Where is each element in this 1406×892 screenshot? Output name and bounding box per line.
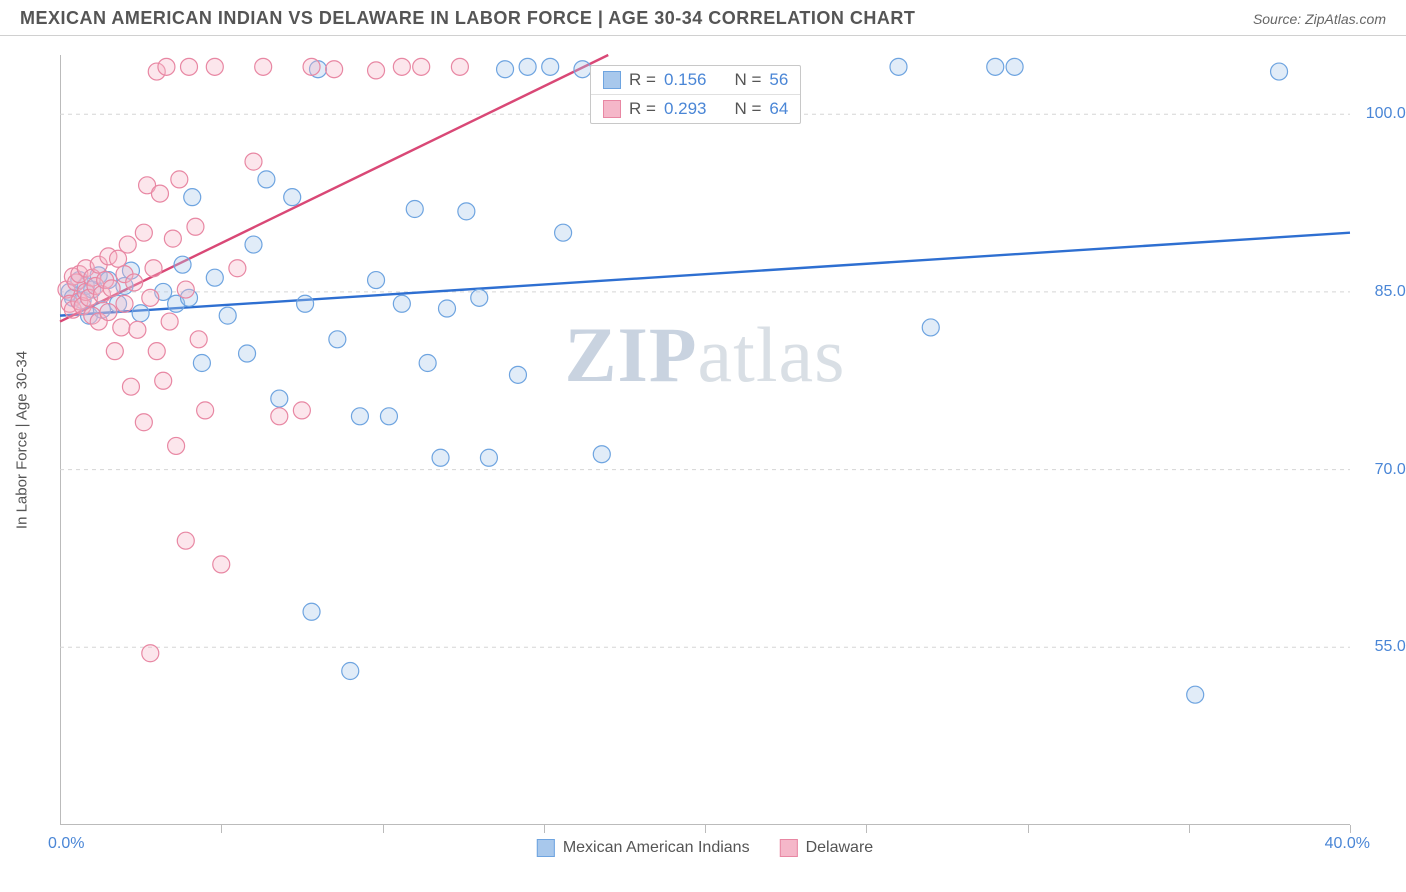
r-value-1: 0.156 [664,70,707,90]
y-tick-label: 70.0% [1375,461,1406,479]
y-tick-label: 85.0% [1375,283,1406,301]
legend-row-series-2: R = 0.293 N = 64 [591,94,800,123]
x-tick [1350,825,1351,833]
y-tick-label: 55.0% [1375,638,1406,656]
scatter-plot [60,55,1350,825]
x-tick [383,825,384,833]
r-value-2: 0.293 [664,99,707,119]
swatch-blue [603,71,621,89]
series-legend: Mexican American Indians Delaware [537,839,873,857]
n-value-1: 56 [769,70,788,90]
x-tick [221,825,222,833]
y-axis-label: In Labor Force | Age 30-34 [14,351,31,529]
x-max-label: 40.0% [1325,835,1370,853]
x-tick [705,825,706,833]
x-tick [1189,825,1190,833]
legend-item-1: Mexican American Indians [537,839,750,857]
swatch-pink [780,839,798,857]
legend-label-1: Mexican American Indians [563,839,750,857]
x-tick [544,825,545,833]
legend-item-2: Delaware [780,839,874,857]
correlation-legend: R = 0.156 N = 56 R = 0.293 N = 64 [590,65,801,124]
source-label: Source: ZipAtlas.com [1253,11,1386,27]
chart-title: MEXICAN AMERICAN INDIAN VS DELAWARE IN L… [20,8,915,29]
chart-area: In Labor Force | Age 30-34 ZIPatlas R = … [60,55,1350,825]
n-label: N = [734,99,761,119]
legend-label-2: Delaware [806,839,874,857]
n-label: N = [734,70,761,90]
x-tick [866,825,867,833]
swatch-blue [537,839,555,857]
swatch-pink [603,100,621,118]
r-label: R = [629,70,656,90]
legend-row-series-1: R = 0.156 N = 56 [591,66,800,94]
x-min-label: 0.0% [48,835,84,853]
x-tick [1028,825,1029,833]
y-tick-label: 100.0% [1366,105,1406,123]
n-value-2: 64 [769,99,788,119]
r-label: R = [629,99,656,119]
